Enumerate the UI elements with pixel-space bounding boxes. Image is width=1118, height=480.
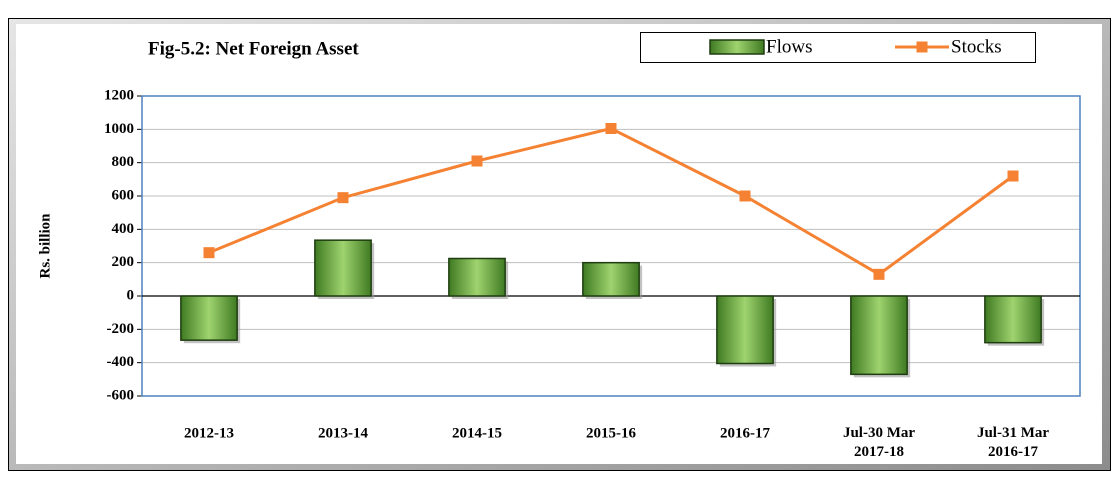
legend-label: Flows: [766, 36, 812, 57]
y-tick-label: 600: [112, 187, 135, 203]
y-tick-label: 200: [112, 254, 135, 270]
y-tick-label: -600: [107, 387, 135, 403]
y-tick-label: 800: [112, 154, 135, 170]
legend-box: [640, 32, 1036, 63]
x-tick-line: Jul-31 Mar: [977, 425, 1049, 441]
legend-swatch: [709, 39, 765, 55]
x-tick-label: 2012-13: [184, 425, 234, 441]
y-axis-label: Rs. billion: [37, 213, 53, 279]
bar: [716, 295, 774, 365]
line-marker: [873, 268, 885, 280]
x-tick-label: Jul-30 Mar 2017-18: [843, 425, 915, 460]
chart-title: Fig-5.2: Net Foreign Asset: [148, 38, 359, 59]
y-tick-label: 0: [127, 287, 135, 303]
x-tick-line: Jul-30 Mar: [843, 425, 915, 441]
line-marker: [1007, 170, 1019, 182]
bar: [850, 295, 908, 376]
chart-area: [16, 24, 1102, 464]
x-tick-label: 2014-15: [452, 425, 502, 441]
x-tick-label: 2016-17: [720, 425, 770, 441]
x-tick-label: Jul-31 Mar 2016-17: [977, 425, 1049, 460]
legend: Flows Stocks: [640, 32, 1036, 63]
legend-marker: [916, 41, 928, 53]
bar: [582, 261, 640, 297]
line-marker: [605, 123, 617, 134]
line-marker: [739, 190, 751, 202]
line-marker: [203, 247, 215, 259]
x-tick-line: 2017-18: [854, 444, 904, 460]
y-tick-label: 1200: [104, 87, 134, 103]
plot-border: [141, 95, 1081, 397]
y-tick-label: 400: [112, 221, 135, 237]
x-tick-line: 2016-17: [988, 444, 1038, 460]
x-tick-label: 2015-16: [586, 425, 636, 441]
line-marker: [337, 192, 349, 204]
legend-label: Stocks: [951, 36, 1002, 57]
y-tick-label: 1000: [104, 121, 134, 137]
bar: [314, 239, 372, 297]
bar: [448, 257, 506, 297]
bar: [180, 295, 238, 341]
x-tick-label: 2013-14: [318, 425, 368, 441]
line-marker: [471, 155, 483, 167]
bar: [984, 295, 1042, 344]
y-tick-label: -400: [107, 354, 135, 370]
y-tick-label: -200: [107, 321, 135, 337]
